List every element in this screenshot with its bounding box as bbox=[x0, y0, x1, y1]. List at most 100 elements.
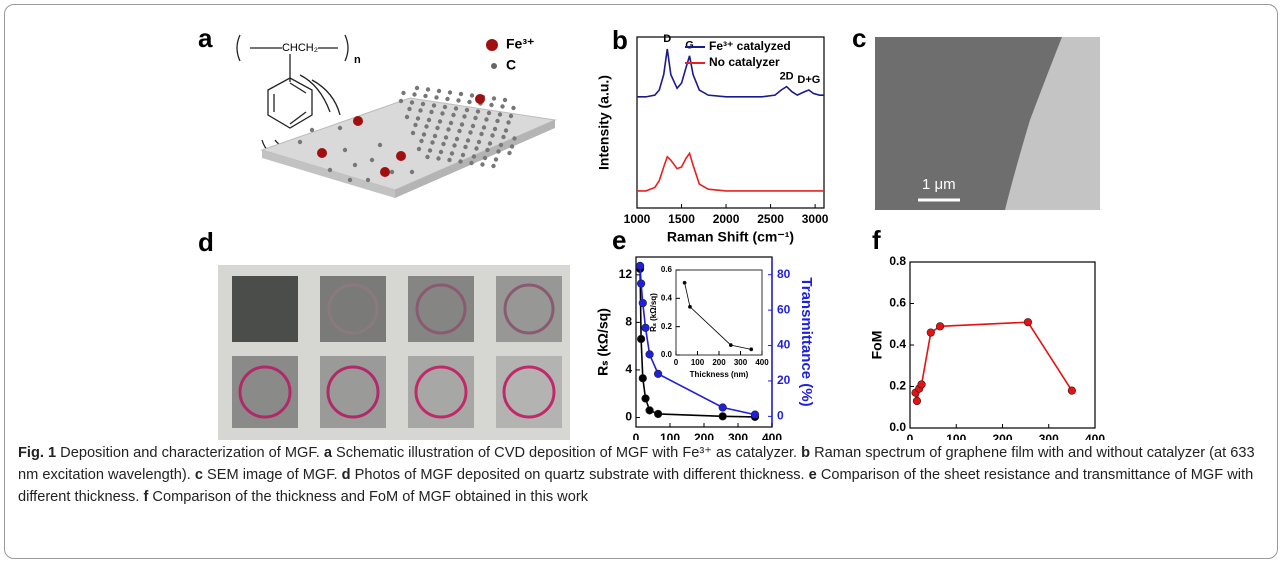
carbon-atom bbox=[507, 150, 512, 156]
carbon-atom bbox=[437, 119, 443, 124]
carbon-atom bbox=[476, 139, 482, 145]
carbon-atom bbox=[497, 112, 503, 117]
data-point bbox=[653, 369, 663, 378]
data-point bbox=[917, 380, 926, 389]
y2-tick-label: 40 bbox=[777, 338, 791, 352]
data-point bbox=[682, 280, 687, 285]
carbon-atom bbox=[425, 87, 431, 92]
carbon-atom bbox=[347, 177, 353, 183]
data-point bbox=[645, 406, 654, 415]
monomer-label: CHCH₂ bbox=[282, 42, 318, 54]
series-line bbox=[637, 151, 824, 192]
carbon-atom bbox=[498, 142, 504, 148]
caption-text: Comparison of the thickness and FoM of M… bbox=[152, 489, 588, 505]
x-tick-label: 300 bbox=[728, 431, 748, 440]
y-tick-label: 0.0 bbox=[889, 420, 906, 434]
carbon-atom bbox=[448, 120, 454, 126]
carbon-atom bbox=[481, 125, 487, 130]
carbon-atom bbox=[509, 144, 515, 149]
caption-letter: a bbox=[323, 445, 332, 461]
data-point bbox=[635, 261, 645, 270]
data-point bbox=[749, 347, 754, 352]
x-tick-label: 0 bbox=[907, 432, 914, 440]
carbon-atom bbox=[456, 98, 461, 103]
carbon-atom bbox=[309, 127, 315, 133]
x-tick-label: 2500 bbox=[757, 212, 784, 226]
carbon-atom bbox=[475, 109, 481, 114]
carbon-atom bbox=[467, 99, 472, 105]
data-point bbox=[638, 298, 647, 308]
carbon-atom bbox=[482, 155, 488, 161]
data-point bbox=[645, 350, 654, 359]
x-tick-label: 3000 bbox=[802, 212, 829, 226]
carbon-atom bbox=[365, 177, 371, 183]
carbon-atom bbox=[496, 149, 501, 154]
annotation: G bbox=[685, 40, 694, 52]
carbon-atom bbox=[501, 134, 506, 140]
figure-frame bbox=[4, 4, 1278, 559]
caption-text: Comparison of the sheet resistance and t… bbox=[18, 467, 1254, 505]
data-point bbox=[926, 328, 935, 337]
panel-label: e bbox=[612, 225, 626, 255]
data-point bbox=[935, 322, 945, 331]
carbon-atom bbox=[489, 102, 494, 108]
carbon-atom bbox=[473, 115, 478, 121]
x-tick-label: 200 bbox=[712, 358, 726, 367]
carbon-atom bbox=[503, 128, 509, 133]
carbon-atom bbox=[474, 146, 479, 151]
substrate-edge bbox=[262, 150, 395, 198]
y-axis-label: Rₛ (kΩ/sq) bbox=[595, 308, 611, 376]
plot-frame bbox=[636, 36, 825, 209]
x-tick-label: 200 bbox=[694, 431, 714, 440]
y2-tick-label: 0 bbox=[777, 409, 784, 423]
y2-tick-label: 60 bbox=[777, 302, 791, 316]
annotation: D bbox=[663, 33, 671, 45]
data-point bbox=[718, 403, 727, 412]
carbon-atom bbox=[511, 105, 516, 111]
carbon-atom bbox=[446, 127, 451, 132]
carbon-atom bbox=[413, 122, 418, 128]
data-point bbox=[641, 323, 650, 332]
y-tick-label: 0.0 bbox=[661, 350, 673, 359]
carbon-atom bbox=[421, 132, 427, 137]
caption-text: Raman spectrum of graphene film with and… bbox=[18, 445, 1255, 483]
series-line bbox=[637, 48, 824, 98]
carbon-atom bbox=[423, 93, 428, 99]
data-point bbox=[728, 343, 733, 347]
data-point bbox=[638, 374, 647, 383]
data-point bbox=[653, 409, 663, 419]
caption-text: Schematic illustration of CVD deposition… bbox=[336, 445, 798, 461]
carbon-atom bbox=[464, 107, 470, 113]
x-tick-label: 300 bbox=[734, 358, 748, 367]
x-tick-label: 100 bbox=[691, 358, 705, 367]
carbon-atom bbox=[453, 106, 459, 111]
carbon-atom bbox=[485, 147, 490, 153]
caption: Fig. 1 Deposition and characterization o… bbox=[18, 442, 1268, 508]
plot-frame bbox=[675, 269, 763, 356]
carbon-atom bbox=[491, 96, 497, 101]
carbon-atom bbox=[429, 109, 434, 115]
y-tick-label: 12 bbox=[619, 267, 633, 281]
y-axis-label: FoM bbox=[869, 331, 885, 360]
panel-label: c bbox=[852, 23, 866, 53]
x-tick-label: 1500 bbox=[668, 212, 695, 226]
y-tick-label: 0.6 bbox=[661, 265, 673, 274]
carbon-atom bbox=[469, 160, 474, 166]
annotation: 2D bbox=[780, 70, 794, 82]
data-point bbox=[750, 410, 760, 419]
data-point bbox=[641, 394, 650, 403]
x-tick-label: 100 bbox=[660, 431, 680, 440]
carbon-atom bbox=[415, 116, 421, 121]
data-point bbox=[636, 334, 646, 344]
carbon-atom bbox=[460, 152, 466, 158]
y2-tick-label: 20 bbox=[777, 373, 791, 387]
carbon-atom bbox=[416, 146, 422, 152]
carbon-atom bbox=[436, 88, 442, 94]
carbon-atom bbox=[458, 91, 464, 97]
data-point bbox=[1067, 386, 1076, 395]
carbon-atom bbox=[447, 90, 453, 95]
y-tick-label: 0 bbox=[625, 410, 632, 424]
carbon-atom bbox=[490, 133, 495, 138]
carbon-atom bbox=[424, 124, 429, 129]
y-axis-label: Intensity (a.u.) bbox=[596, 75, 612, 170]
